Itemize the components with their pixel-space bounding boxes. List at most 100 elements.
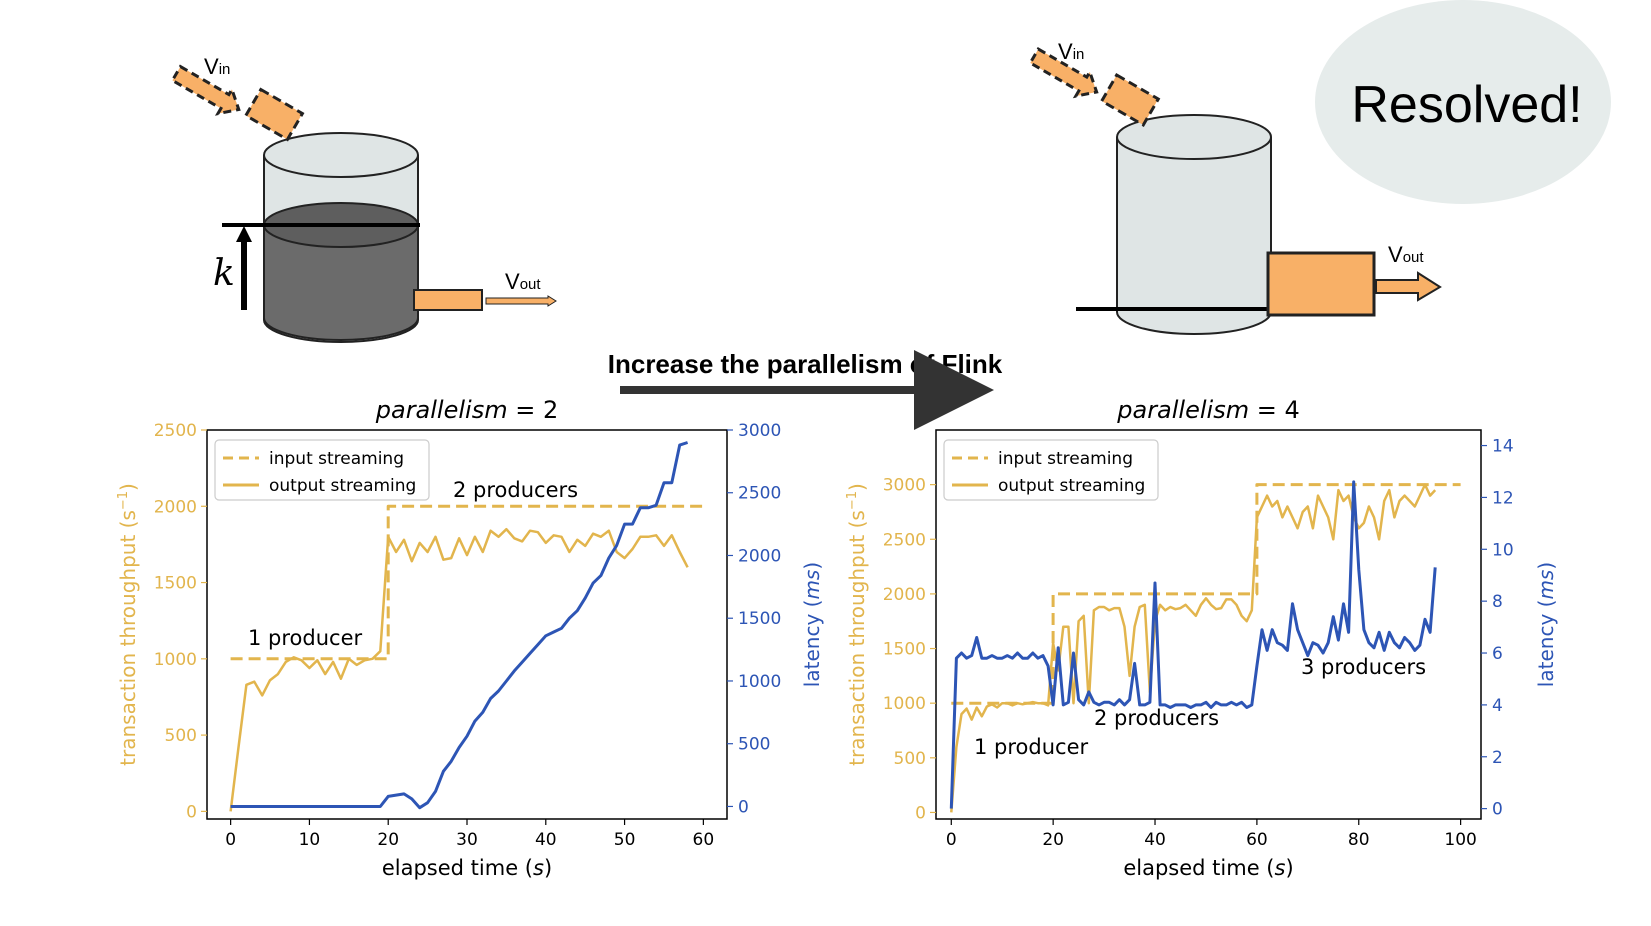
y-right-tick-label: 2 — [1492, 748, 1503, 768]
y-left-tick-label: 2000 — [883, 585, 926, 605]
x-tick-label: 40 — [535, 830, 557, 850]
series-output-streaming — [229, 527, 689, 812]
x-tick-label: 30 — [456, 830, 478, 850]
y-right-tick-label: 2500 — [738, 484, 781, 504]
chart-title: parallelism = 2 — [375, 396, 558, 424]
resolved-badge-text: Resolved! — [1351, 76, 1582, 134]
y-right-tick-label: 3000 — [738, 421, 781, 441]
right-outlet-pipe — [1266, 251, 1376, 317]
x-tick-label: 10 — [299, 830, 321, 850]
annotation-label: 2 producers — [1094, 706, 1219, 730]
y-right-tick-label: 1000 — [738, 672, 781, 692]
right-tank-top — [1116, 114, 1272, 160]
x-axis-label: elapsed time (s) — [382, 856, 552, 880]
left-outlet-pipe — [413, 289, 483, 311]
y-left-tick-label: 500 — [165, 726, 197, 746]
legend-label: output streaming — [998, 476, 1145, 496]
annotation-label: 3 producers — [1301, 655, 1426, 679]
y-left-axis-label: transaction throughput (s−1) — [845, 483, 869, 766]
plot-frame — [935, 429, 1482, 820]
chart-1: parallelism = 2 0 10 20 30 40 50 60 elapsed time… — [116, 396, 824, 880]
chart-title-text: parallelism — [1116, 396, 1249, 424]
series-input-streaming — [230, 504, 704, 661]
x-tick-label: 40 — [1144, 830, 1166, 850]
right-inlet-pipe — [1099, 72, 1161, 128]
annotation-label: 1 producer — [974, 735, 1088, 759]
y-left-tick-label: 2500 — [154, 421, 197, 441]
x-tick-label: 20 — [1042, 830, 1064, 850]
y-left-tick-label: 0 — [915, 803, 926, 823]
right-tank-body — [1116, 137, 1272, 335]
x-tick-label: 100 — [1444, 830, 1476, 850]
y-right-tick-label: 12 — [1492, 488, 1514, 508]
left-tank-top — [263, 132, 419, 178]
left-inlet-pipe — [243, 87, 305, 142]
y-right-tick-label: 4 — [1492, 696, 1503, 716]
k-label: k — [213, 253, 235, 294]
chart-title-value: = 4 — [1249, 396, 1300, 424]
k-arrow-head — [236, 226, 252, 242]
right-vout-label: Vout — [1388, 242, 1424, 267]
y-left-tick-label: 2000 — [154, 497, 197, 517]
y-right-tick-label: 0 — [738, 797, 749, 817]
legend-box — [214, 439, 430, 501]
y-right-axis-label: latency (ms) — [800, 562, 824, 687]
left-vout-label: Vout — [505, 269, 541, 294]
x-tick-label: 0 — [225, 830, 236, 850]
right-vin-arrow — [1028, 47, 1099, 99]
left-vin-arrow — [170, 64, 241, 116]
right-vin-label: Vin — [1058, 39, 1084, 64]
legend: input streaming output streaming — [943, 439, 1159, 501]
x-tick-label: 60 — [1246, 830, 1268, 850]
y-right-tick-label: 14 — [1492, 437, 1514, 457]
y-left-axis-label: transaction throughput (s−1) — [116, 483, 140, 766]
x-tick-label: 20 — [377, 830, 399, 850]
y-right-tick-label: 2000 — [738, 546, 781, 566]
annotation-label: 2 producers — [453, 478, 578, 502]
y-left-tick-label: 2500 — [883, 530, 926, 550]
resolved-badge-bg — [1315, 0, 1611, 204]
chart-title-text: parallelism — [375, 396, 508, 424]
chart-title: parallelism = 4 — [1116, 396, 1299, 424]
series-latency — [949, 480, 1437, 809]
y-left-tick-label: 1500 — [883, 640, 926, 660]
resolved-badge: Resolved! — [1315, 0, 1611, 204]
y-right-tick-label: 0 — [1492, 800, 1503, 820]
y-right-tick-label: 6 — [1492, 644, 1503, 664]
series-latency — [230, 441, 689, 810]
y-left-tick-label: 1500 — [154, 574, 197, 594]
legend-box — [943, 439, 1159, 501]
y-left-tick-label: 0 — [186, 802, 197, 822]
y-right-tick-label: 8 — [1492, 592, 1503, 612]
y-left-tick-label: 1000 — [883, 694, 926, 714]
legend: input streaming output streaming — [214, 439, 430, 501]
parallelism-arrow-label: Increase the parallelism of Flink — [608, 349, 1003, 379]
left-vin-label: Vin — [204, 54, 230, 79]
series-output-streaming — [950, 483, 1437, 813]
y-right-axis-label: latency (ms) — [1534, 562, 1558, 687]
x-tick-label: 60 — [693, 830, 715, 850]
legend-label: output streaming — [269, 476, 416, 496]
legend-label: input streaming — [998, 449, 1133, 469]
annotation-label: 1 producer — [248, 626, 362, 650]
y-left-tick-label: 1000 — [154, 650, 197, 670]
y-left-tick-label: 500 — [894, 749, 926, 769]
x-tick-label: 50 — [614, 830, 636, 850]
right-vout-arrow — [1375, 271, 1442, 302]
left-tank-liquid — [263, 225, 419, 341]
y-right-tick-label: 500 — [738, 735, 770, 755]
x-tick-label: 80 — [1348, 830, 1370, 850]
y-right-tick-label: 10 — [1492, 540, 1514, 560]
x-axis-label: elapsed time (s) — [1123, 856, 1293, 880]
legend-label: input streaming — [269, 449, 404, 469]
right-tank-diagram: Vout Vin — [1028, 39, 1442, 335]
left-tank-diagram: k Vout Vin — [170, 54, 557, 343]
y-left-tick-label: 3000 — [883, 476, 926, 496]
left-vout-arrow — [485, 295, 557, 307]
chart-title-value: = 2 — [508, 396, 559, 424]
y-right-tick-label: 1500 — [738, 609, 781, 629]
x-tick-label: 0 — [946, 830, 957, 850]
